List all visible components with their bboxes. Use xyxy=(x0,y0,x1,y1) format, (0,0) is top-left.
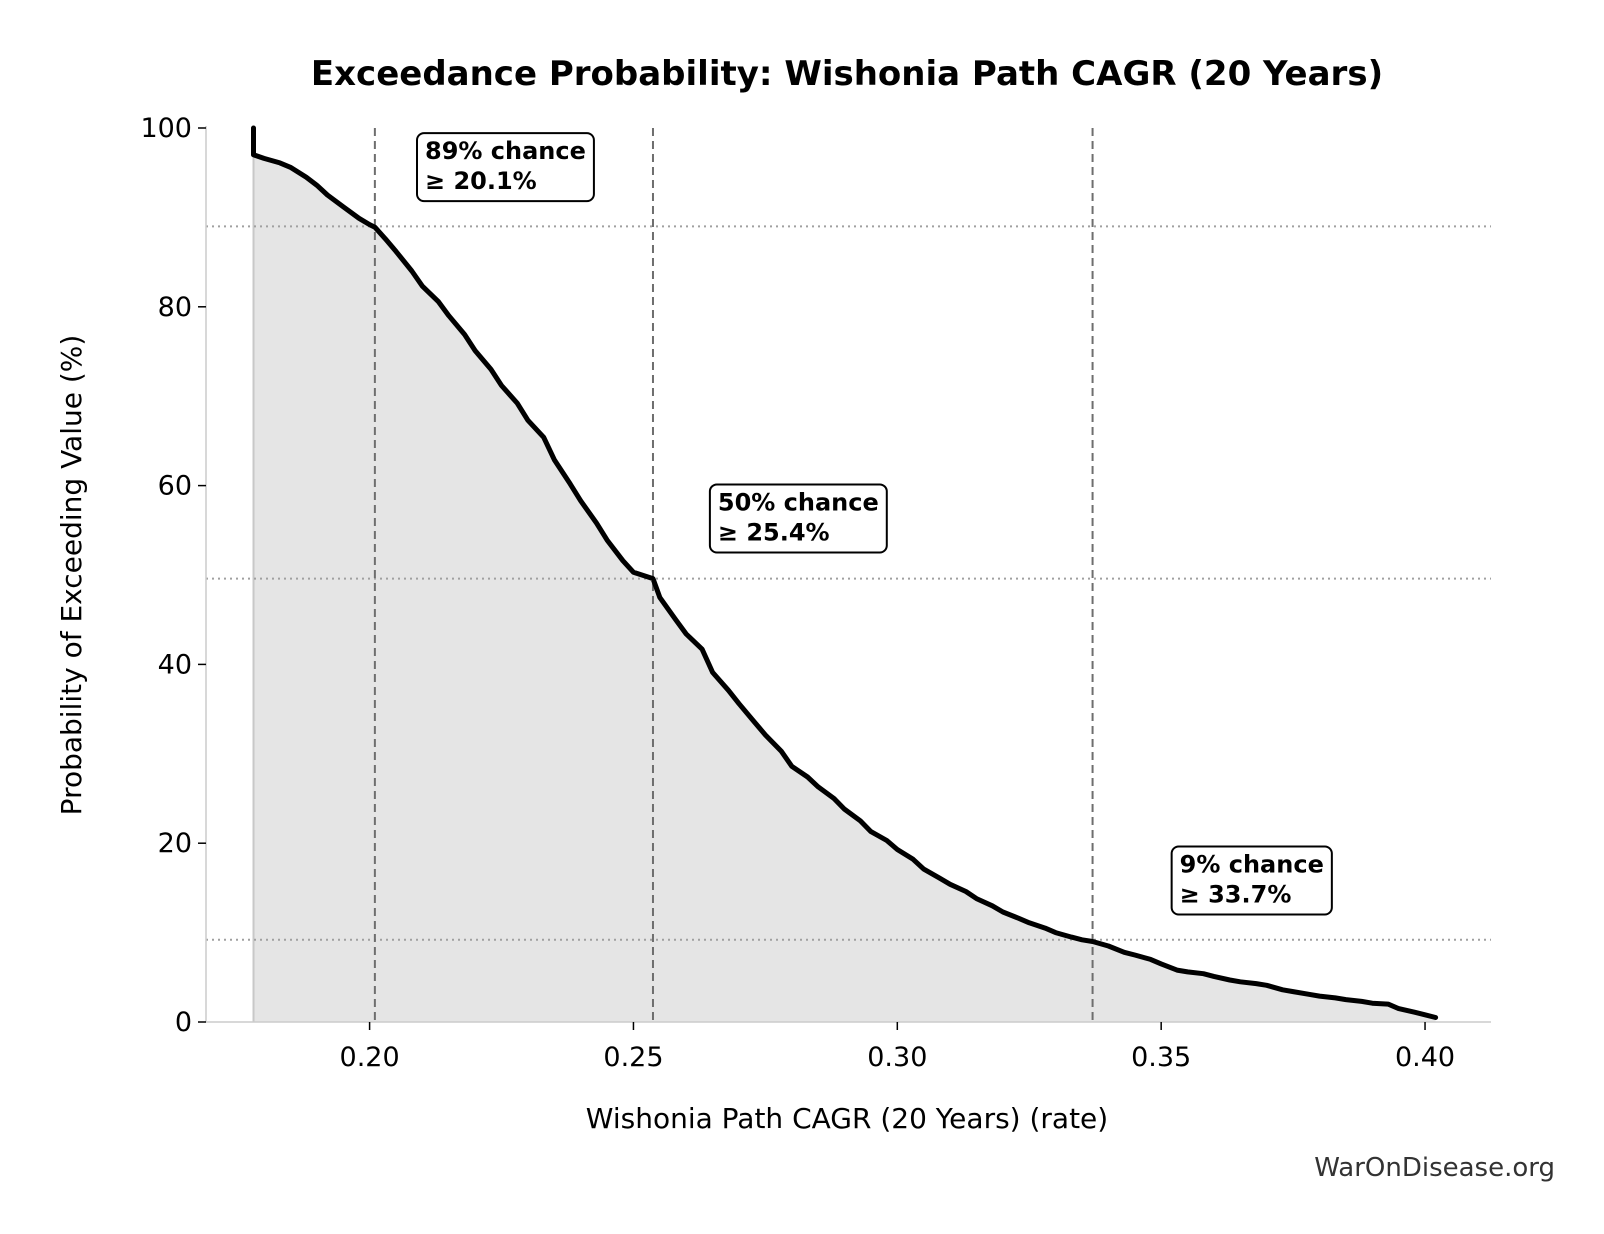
y-axis-label: Probability of Exceeding Value (%) xyxy=(55,335,88,816)
y-tick-label: 80 xyxy=(158,292,192,323)
area-fill xyxy=(253,128,1436,1022)
x-tick-label: 0.20 xyxy=(340,1042,400,1073)
x-tick-label: 0.25 xyxy=(603,1042,663,1073)
annotation-line-2: ≥ 20.1% xyxy=(425,167,537,195)
annotation-box-3: 9% chance≥ 33.7% xyxy=(1170,845,1333,916)
x-tick-label: 0.40 xyxy=(1395,1042,1455,1073)
watermark-text: WarOnDisease.org xyxy=(1314,1153,1555,1183)
x-tick-label: 0.30 xyxy=(867,1042,927,1073)
annotation-frame xyxy=(416,132,595,203)
annotation-line-1: 9% chance xyxy=(1180,851,1324,879)
annotation-line-1: 50% chance xyxy=(718,488,879,516)
y-tick-label: 20 xyxy=(158,828,192,859)
annotation-frame xyxy=(1170,845,1333,916)
x-axis-label: Wishonia Path CAGR (20 Years) (rate) xyxy=(586,1102,1108,1135)
exceedance-curve xyxy=(251,125,1439,1020)
annotation-box-1: 89% chance≥ 20.1% xyxy=(416,132,595,203)
y-tick-label: 100 xyxy=(140,113,192,144)
plot-area: 0 20 40 60 80 100 0.20 0.25 0.30 0.35 0.40 89% chan… xyxy=(140,113,1491,1073)
annotation-line-1: 89% chance xyxy=(425,137,586,165)
y-tick-label: 40 xyxy=(158,649,192,680)
annotation-line-2: ≥ 25.4% xyxy=(718,518,830,546)
annotation-frame xyxy=(708,483,888,554)
y-tick-label: 0 xyxy=(175,1007,192,1038)
chart-title: Exceedance Probability: Wishonia Path CA… xyxy=(311,54,1383,94)
y-tick-label: 60 xyxy=(158,471,192,502)
annotation-box-2: 50% chance≥ 25.4% xyxy=(708,483,888,554)
annotation-line-2: ≥ 33.7% xyxy=(1180,881,1292,909)
x-tick-label: 0.35 xyxy=(1131,1042,1191,1073)
